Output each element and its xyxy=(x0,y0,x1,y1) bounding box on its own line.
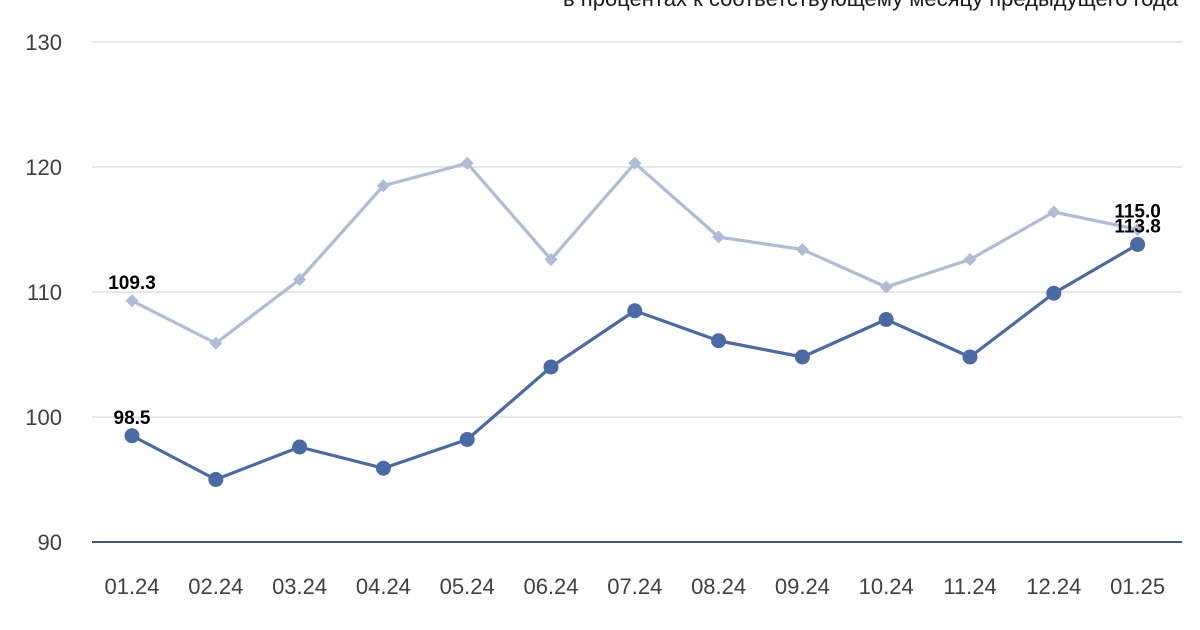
series-1-point xyxy=(879,280,893,294)
x-tick-label: 03.24 xyxy=(272,574,327,599)
series-1-point xyxy=(460,156,474,170)
series-1-point xyxy=(628,156,642,170)
x-tick-label: 11.24 xyxy=(943,574,996,599)
chart-subtitle: в процентах к соответствующему месяцу пр… xyxy=(563,0,1178,12)
data-label: 115.0 xyxy=(1114,202,1161,223)
y-tick-label: 90 xyxy=(38,530,62,555)
series-2-point xyxy=(208,472,224,487)
x-tick-label: 07.24 xyxy=(607,574,662,599)
y-tick-label: 100 xyxy=(25,405,62,430)
series-2-point xyxy=(627,303,643,319)
series-2-point xyxy=(1046,285,1062,301)
series-group xyxy=(124,156,1146,487)
x-tick-label: 10.24 xyxy=(859,574,914,599)
series-2-point xyxy=(878,312,894,327)
y-tick-label: 110 xyxy=(27,280,62,305)
x-tick-label: 06.24 xyxy=(523,574,578,599)
series-1-point xyxy=(1047,205,1061,219)
series-2-point xyxy=(1130,237,1146,252)
x-tick-label: 01.25 xyxy=(1110,574,1165,599)
series-1-point xyxy=(293,273,307,286)
series-2-point xyxy=(962,349,978,365)
series-2-point xyxy=(543,359,559,375)
series-2-point xyxy=(711,333,727,349)
data-label: 98.5 xyxy=(114,408,151,429)
x-tick-label: 09.24 xyxy=(775,574,830,599)
y-axis-ticks: 90 100 110 120 130 xyxy=(25,30,62,555)
data-label: 113.8 xyxy=(1114,217,1161,238)
series-2-point xyxy=(292,439,308,455)
series-line-2 xyxy=(131,243,1139,482)
series-1-point xyxy=(544,253,558,266)
y-tick-label: 130 xyxy=(25,30,62,55)
series-1-point xyxy=(125,294,139,308)
x-tick-label: 12.24 xyxy=(1026,574,1081,599)
series-2-point xyxy=(375,460,391,476)
x-tick-label: 08.24 xyxy=(691,574,746,599)
data-labels: 109.3 115.0 98.5 113.8 xyxy=(108,202,1161,429)
gridlines xyxy=(92,41,1182,543)
series-1-point xyxy=(795,243,809,256)
series-1-point xyxy=(209,336,223,350)
data-label: 109.3 xyxy=(108,273,156,294)
series-1-point xyxy=(1131,223,1145,236)
x-tick-label: 04.24 xyxy=(356,574,411,599)
x-tick-label: 01.24 xyxy=(104,574,159,599)
x-tick-label: 05.24 xyxy=(440,574,495,599)
x-axis-ticks: 01.24 02.24 03.24 04.24 05.24 06.24 07.24 08.24… xyxy=(104,574,1165,599)
series-2-point xyxy=(459,432,475,447)
series-1-point xyxy=(963,253,977,266)
series-2-point xyxy=(794,349,810,365)
x-tick-label: 02.24 xyxy=(188,574,243,599)
series-2-point xyxy=(124,428,140,444)
series-1-point xyxy=(712,230,726,244)
series-1-point xyxy=(376,179,390,193)
y-tick-label: 120 xyxy=(25,155,62,180)
